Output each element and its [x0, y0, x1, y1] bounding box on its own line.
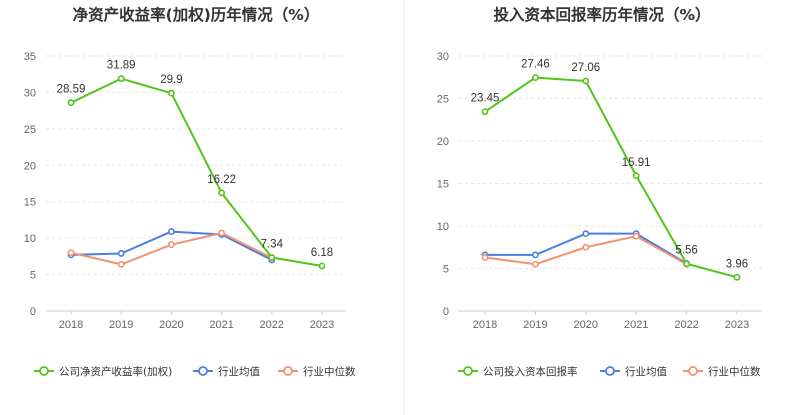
legend-swatch-marker	[463, 366, 473, 376]
legend-label: 行业中位数	[708, 365, 761, 378]
x-tick-label: 2021	[209, 319, 233, 331]
x-tick-label: 2019	[523, 319, 547, 331]
data-label: 3.96	[726, 258, 748, 270]
x-tick-label: 2022	[260, 319, 284, 331]
data-point	[268, 254, 276, 261]
data-label: 7.34	[261, 239, 284, 251]
data-point	[481, 254, 489, 261]
x-tick-label: 2018	[473, 319, 497, 331]
data-point	[632, 172, 640, 180]
data-point	[67, 99, 75, 107]
x-tick-label: 2021	[624, 319, 648, 331]
data-point	[733, 273, 741, 281]
x-tick-label: 2018	[59, 319, 83, 331]
y-tick-label: 20	[24, 160, 36, 172]
series-line	[70, 77, 323, 267]
data-point	[117, 260, 125, 268]
roe-chart-panel: 净资产收益率(加权)历年情况（%） 0 5 10 15 20 25 30 35 2018 2019…	[24, 5, 356, 378]
legend-label: 公司投入资本回报率	[483, 365, 578, 378]
x-tick-label: 2020	[574, 319, 598, 331]
data-point	[532, 251, 539, 259]
data-label: 16.22	[207, 174, 236, 186]
x-tick-label: 2023	[725, 319, 749, 331]
x-tick-label: 2019	[109, 319, 133, 331]
data-label: 27.46	[521, 59, 550, 71]
data-point	[532, 74, 539, 81]
y-tick-label: 15	[437, 179, 449, 191]
legend-label: 公司净资产收益率(加权)	[59, 365, 172, 378]
data-point	[481, 108, 489, 116]
y-tick-label: 0	[30, 306, 36, 318]
data-point	[318, 262, 326, 270]
data-point	[67, 249, 75, 257]
data-point	[167, 89, 175, 97]
y-tick-label: 10	[437, 221, 449, 233]
data-point	[582, 243, 590, 251]
data-point	[117, 250, 125, 257]
x-tick-label: 2022	[674, 319, 698, 331]
data-point	[632, 232, 640, 240]
data-label: 5.56	[675, 245, 697, 257]
y-tick-label: 15	[24, 197, 36, 209]
x-tick-label: 2023	[310, 319, 334, 331]
y-tick-label: 10	[24, 233, 36, 245]
data-label: 29.9	[160, 74, 182, 86]
data-label: 27.06	[571, 62, 600, 74]
legend-swatch-marker	[198, 366, 208, 376]
legend-label: 行业均值	[218, 365, 260, 378]
legend-item[interactable]: 行业中位数	[278, 365, 356, 378]
y-tick-label: 25	[24, 124, 36, 136]
legend-swatch-marker	[688, 366, 698, 376]
series-line	[484, 76, 738, 279]
data-label: 28.59	[57, 84, 86, 96]
chart-title: 净资产收益率(加权)历年情况（%）	[73, 5, 320, 24]
data-point	[117, 75, 125, 83]
legend-item[interactable]: 行业均值	[193, 365, 260, 378]
legend-label: 行业中位数	[303, 365, 356, 378]
y-tick-label: 5	[443, 264, 449, 276]
y-tick-label: 30	[24, 87, 36, 99]
y-tick-label: 20	[437, 136, 449, 148]
y-tick-label: 0	[443, 306, 449, 318]
roic-chart-panel: 投入资本回报率历年情况（%） 0 5 10 15 20 25 30 2018 2019 2020 2…	[437, 5, 762, 378]
y-tick-label: 5	[30, 270, 36, 282]
legend-item[interactable]: 公司净资产收益率(加权)	[34, 365, 172, 378]
legend-swatch-marker	[39, 366, 49, 376]
legend-item[interactable]: 公司投入资本回报率	[458, 365, 578, 378]
data-point	[582, 77, 590, 85]
data-label: 15.91	[622, 157, 651, 169]
legend-item[interactable]: 行业中位数	[683, 365, 761, 378]
y-tick-label: 25	[437, 94, 449, 106]
data-point	[218, 189, 225, 197]
legend-label: 行业均值	[625, 365, 667, 378]
legend-item[interactable]: 行业均值	[600, 365, 667, 378]
y-tick-label: 35	[24, 51, 36, 63]
legend-swatch-marker	[283, 366, 293, 376]
data-point	[167, 228, 175, 235]
x-tick-label: 2020	[159, 319, 183, 331]
data-point	[532, 260, 539, 268]
data-point	[218, 229, 225, 237]
chart-title: 投入资本回报率历年情况（%）	[493, 5, 710, 24]
data-label: 31.89	[107, 60, 136, 72]
data-label: 6.18	[311, 247, 333, 259]
legend-swatch-marker	[605, 366, 615, 376]
data-label: 23.45	[471, 93, 500, 105]
data-point	[167, 241, 175, 249]
data-point	[683, 260, 690, 268]
y-tick-label: 30	[437, 51, 449, 63]
data-point	[582, 230, 590, 238]
